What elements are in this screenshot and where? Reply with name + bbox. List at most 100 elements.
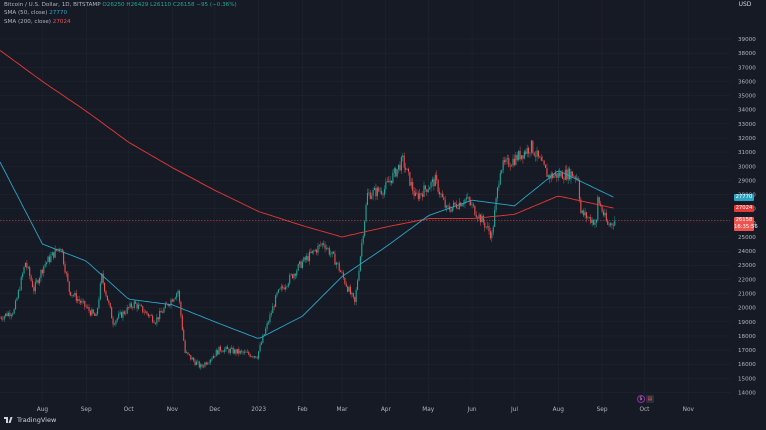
candle-body (424, 185, 426, 190)
candle-body (294, 273, 296, 276)
candle-body (461, 204, 463, 207)
price-axis[interactable]: 14000 15000 16000 17000 18000 19000 20000 21000… (738, 37, 756, 397)
candle-body (96, 308, 99, 315)
candle-body (184, 340, 186, 353)
candle-body (470, 201, 472, 205)
candle-body (12, 313, 14, 315)
candle-body (458, 202, 460, 209)
price-tick-label: 38000 (738, 51, 756, 57)
price-tick-label: 35000 (738, 94, 756, 100)
candle-body (242, 351, 244, 353)
candle-body (465, 197, 467, 200)
candle-body (402, 155, 404, 158)
candle-body (532, 140, 534, 153)
candle-body (313, 250, 315, 252)
time-axis[interactable]: Aug Sep Oct Nov Dec 2023 Feb Mar Apr May Jun Jul Aug… (37, 407, 695, 413)
candle-body (488, 225, 490, 232)
candle-body (345, 283, 347, 287)
candle-body (126, 307, 128, 314)
candle-body (352, 293, 354, 297)
candle-body (383, 189, 385, 195)
candle-body (211, 358, 213, 360)
candle-body (379, 191, 381, 192)
time-tick-label: Feb (297, 407, 308, 413)
candle-body (200, 364, 202, 368)
candle-body (368, 192, 370, 194)
candle-body (365, 204, 367, 222)
sma200-legend-label: SMA (200, close) (4, 18, 51, 25)
price-tick-label: 30000 (738, 164, 756, 170)
candle-body (136, 303, 138, 309)
candle-body (232, 347, 234, 354)
candle-body (605, 212, 607, 221)
sma50-legend-row[interactable]: SMA (50, close) 27770 (4, 9, 237, 17)
candle-body (235, 349, 237, 354)
candle-body (2, 318, 4, 320)
candle-body (108, 300, 110, 303)
candle-body (399, 164, 401, 171)
candle-body (413, 190, 415, 196)
candle-body (280, 286, 282, 289)
time-tick-label: 2023 (251, 407, 266, 413)
candle-body (60, 248, 62, 250)
candle-body (328, 248, 330, 255)
candle-body (335, 262, 337, 265)
candle-body (464, 199, 466, 204)
candle-body (519, 150, 521, 160)
candle-body (74, 293, 76, 296)
candle-body (113, 324, 116, 325)
candle-body (381, 191, 383, 194)
candle-body (546, 167, 548, 177)
candle-body (198, 361, 200, 368)
candle-body (119, 312, 121, 314)
candle-body (512, 158, 514, 166)
candle-body (577, 177, 579, 181)
candle-body (181, 315, 183, 330)
candle-body (323, 243, 325, 245)
sma200-legend-row[interactable]: SMA (200, close) 27024 (4, 18, 237, 26)
candle-body (37, 280, 39, 284)
candle-body (228, 348, 230, 353)
candle-body (324, 244, 326, 249)
dividend-icon[interactable]: $ (637, 395, 645, 403)
candle-body (282, 286, 284, 288)
candle-body (427, 189, 429, 193)
candle-body (296, 270, 298, 276)
candle-body (187, 352, 189, 354)
candle-body (212, 355, 214, 359)
candle-body (221, 350, 223, 352)
time-tick-label: Aug (37, 407, 49, 413)
calendar-icon[interactable]: ▤ (646, 395, 654, 403)
candle-body (29, 267, 31, 276)
candle-body (215, 350, 217, 357)
candle-body (102, 273, 104, 283)
candle-body (284, 287, 287, 290)
candle-body (467, 197, 469, 198)
chart-grid (0, 0, 730, 402)
candle-body (204, 362, 206, 367)
candle-body (65, 272, 67, 274)
candle-body (563, 178, 565, 180)
candle-body (436, 174, 438, 181)
candle-body (344, 277, 346, 284)
candle-body (357, 280, 359, 290)
candle-body (218, 346, 220, 355)
currency-label[interactable]: USD (738, 1, 752, 8)
candle-body (554, 173, 556, 176)
symbol-row[interactable]: Bitcoin / U.S. Dollar, 1D, BITSTAMP O262… (4, 1, 237, 9)
candle-body (567, 168, 569, 180)
candle-body (498, 184, 500, 188)
candle-body (431, 179, 434, 183)
candle-body (478, 214, 480, 219)
price-tick-label: 33000 (738, 122, 756, 128)
candle-body (286, 286, 288, 288)
candle-body (253, 356, 255, 358)
candle-body (372, 190, 374, 196)
candle-body (190, 355, 192, 360)
candle-body (255, 356, 257, 358)
tradingview-logo[interactable]: TradingView (4, 416, 56, 424)
candle-body (332, 251, 335, 254)
candle-body (150, 315, 152, 316)
candle-body (487, 225, 489, 227)
